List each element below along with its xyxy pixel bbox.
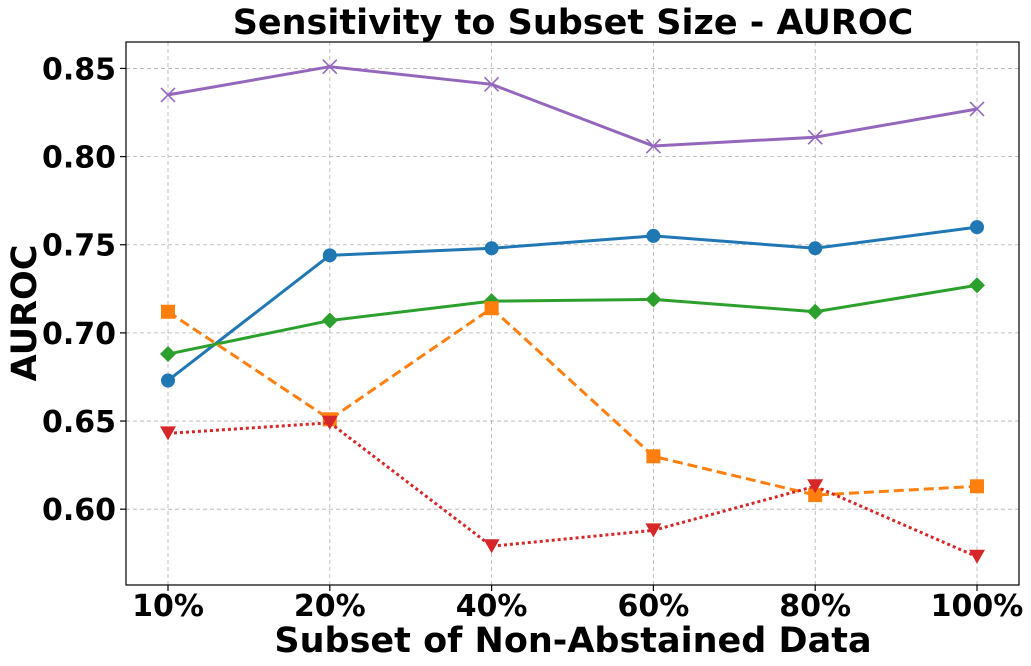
series-3-point <box>808 488 823 503</box>
series-4-point <box>160 426 176 441</box>
series-3-point <box>484 301 499 316</box>
series-3-point <box>646 449 661 464</box>
series-2-point <box>969 277 985 294</box>
x-tick-label: 40% <box>456 589 528 624</box>
series-4-point <box>483 539 500 554</box>
series-4-point <box>807 479 824 494</box>
y-tick-label: 0.85 <box>42 52 116 87</box>
series-2-point <box>807 303 824 320</box>
y-tick-label: 0.75 <box>42 229 116 264</box>
y-axis-label: AUROC <box>5 245 45 382</box>
x-tick-label: 60% <box>617 589 689 624</box>
x-tick-label: 10% <box>132 589 204 624</box>
series-3-point <box>161 304 175 319</box>
series-0-point <box>160 87 176 103</box>
series-0-point <box>484 76 500 92</box>
x-tick-label: 100% <box>931 589 1024 624</box>
series-1-point <box>646 228 661 243</box>
y-axis: 0.60 0.65 0.70 0.75 0.80 0.85 <box>42 52 126 528</box>
series-4 <box>160 415 985 564</box>
series-4-line <box>167 421 978 559</box>
series-1 <box>161 220 984 388</box>
y-tick-label: 0.65 <box>42 405 116 440</box>
series-0-point <box>645 138 661 154</box>
series-4-point <box>969 549 985 564</box>
series-0 <box>160 59 985 154</box>
series-1-line <box>167 225 978 382</box>
x-tick-label: 80% <box>779 589 851 624</box>
series-1-point <box>808 241 823 256</box>
series-4-point <box>645 523 662 538</box>
y-tick-label: 0.80 <box>42 141 116 176</box>
series-0-point <box>969 101 985 117</box>
x-axis: 10% 20% 40% 60% 80% 100% <box>132 585 1023 624</box>
series-4-point <box>321 415 338 430</box>
series-1-point <box>322 248 337 263</box>
x-tick-label: 20% <box>294 589 366 624</box>
series-0-line <box>167 65 978 148</box>
series-2 <box>160 277 985 363</box>
series-2-line <box>167 283 978 356</box>
series-0-point <box>322 59 338 75</box>
series-3-line <box>167 306 978 497</box>
series-2-point <box>645 291 662 308</box>
y-tick-label: 0.60 <box>42 493 116 528</box>
x-axis-label: Subset of Non-Abstained Data <box>274 621 871 661</box>
plot-frame <box>125 41 1020 586</box>
series-3-point <box>970 479 984 494</box>
chart-title: Sensitivity to Subset Size - AUROC <box>233 3 914 43</box>
series-1-point <box>161 373 175 388</box>
series-1-point <box>970 220 984 235</box>
series-2-point <box>321 312 338 329</box>
grid <box>126 42 1019 585</box>
series-1-point <box>484 241 499 256</box>
series-0-point <box>807 129 823 145</box>
series-layer <box>160 59 985 564</box>
y-tick-label: 0.70 <box>42 317 116 352</box>
series-2-point <box>160 346 176 363</box>
series-3 <box>161 301 984 503</box>
